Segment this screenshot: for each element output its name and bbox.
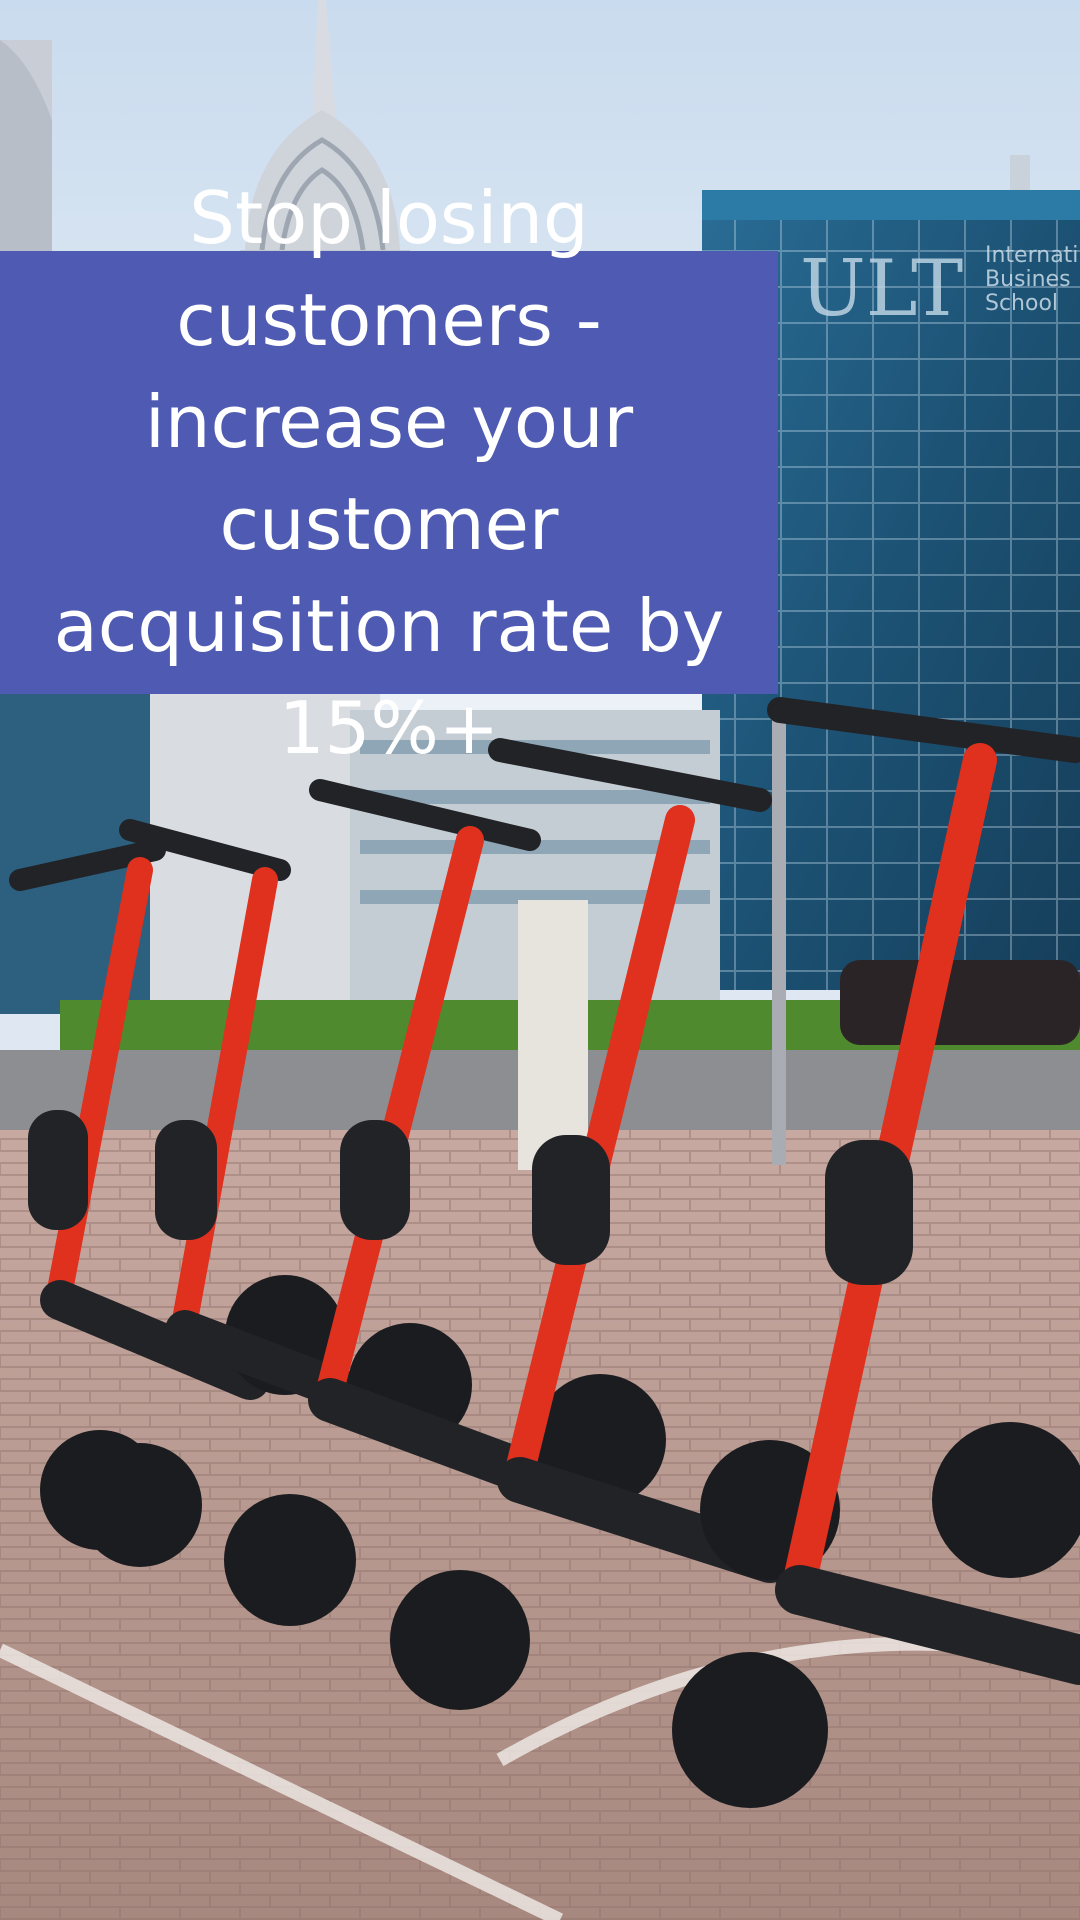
building-sign-line-2: Busines <box>985 267 1071 292</box>
scooter-4 <box>390 738 840 1710</box>
scooter-3 <box>224 779 666 1626</box>
building-sign-line-3: School <box>985 291 1058 316</box>
building-sign-logo: ULT <box>800 244 963 334</box>
headline-banner: Stop losing customers - increase your cu… <box>0 176 778 770</box>
building-sign-line-1: Internati <box>985 243 1078 268</box>
headline-text: Stop losing customers - increase your cu… <box>53 175 725 770</box>
parked-car <box>840 960 1080 1045</box>
scooter-5 <box>672 697 1080 1808</box>
